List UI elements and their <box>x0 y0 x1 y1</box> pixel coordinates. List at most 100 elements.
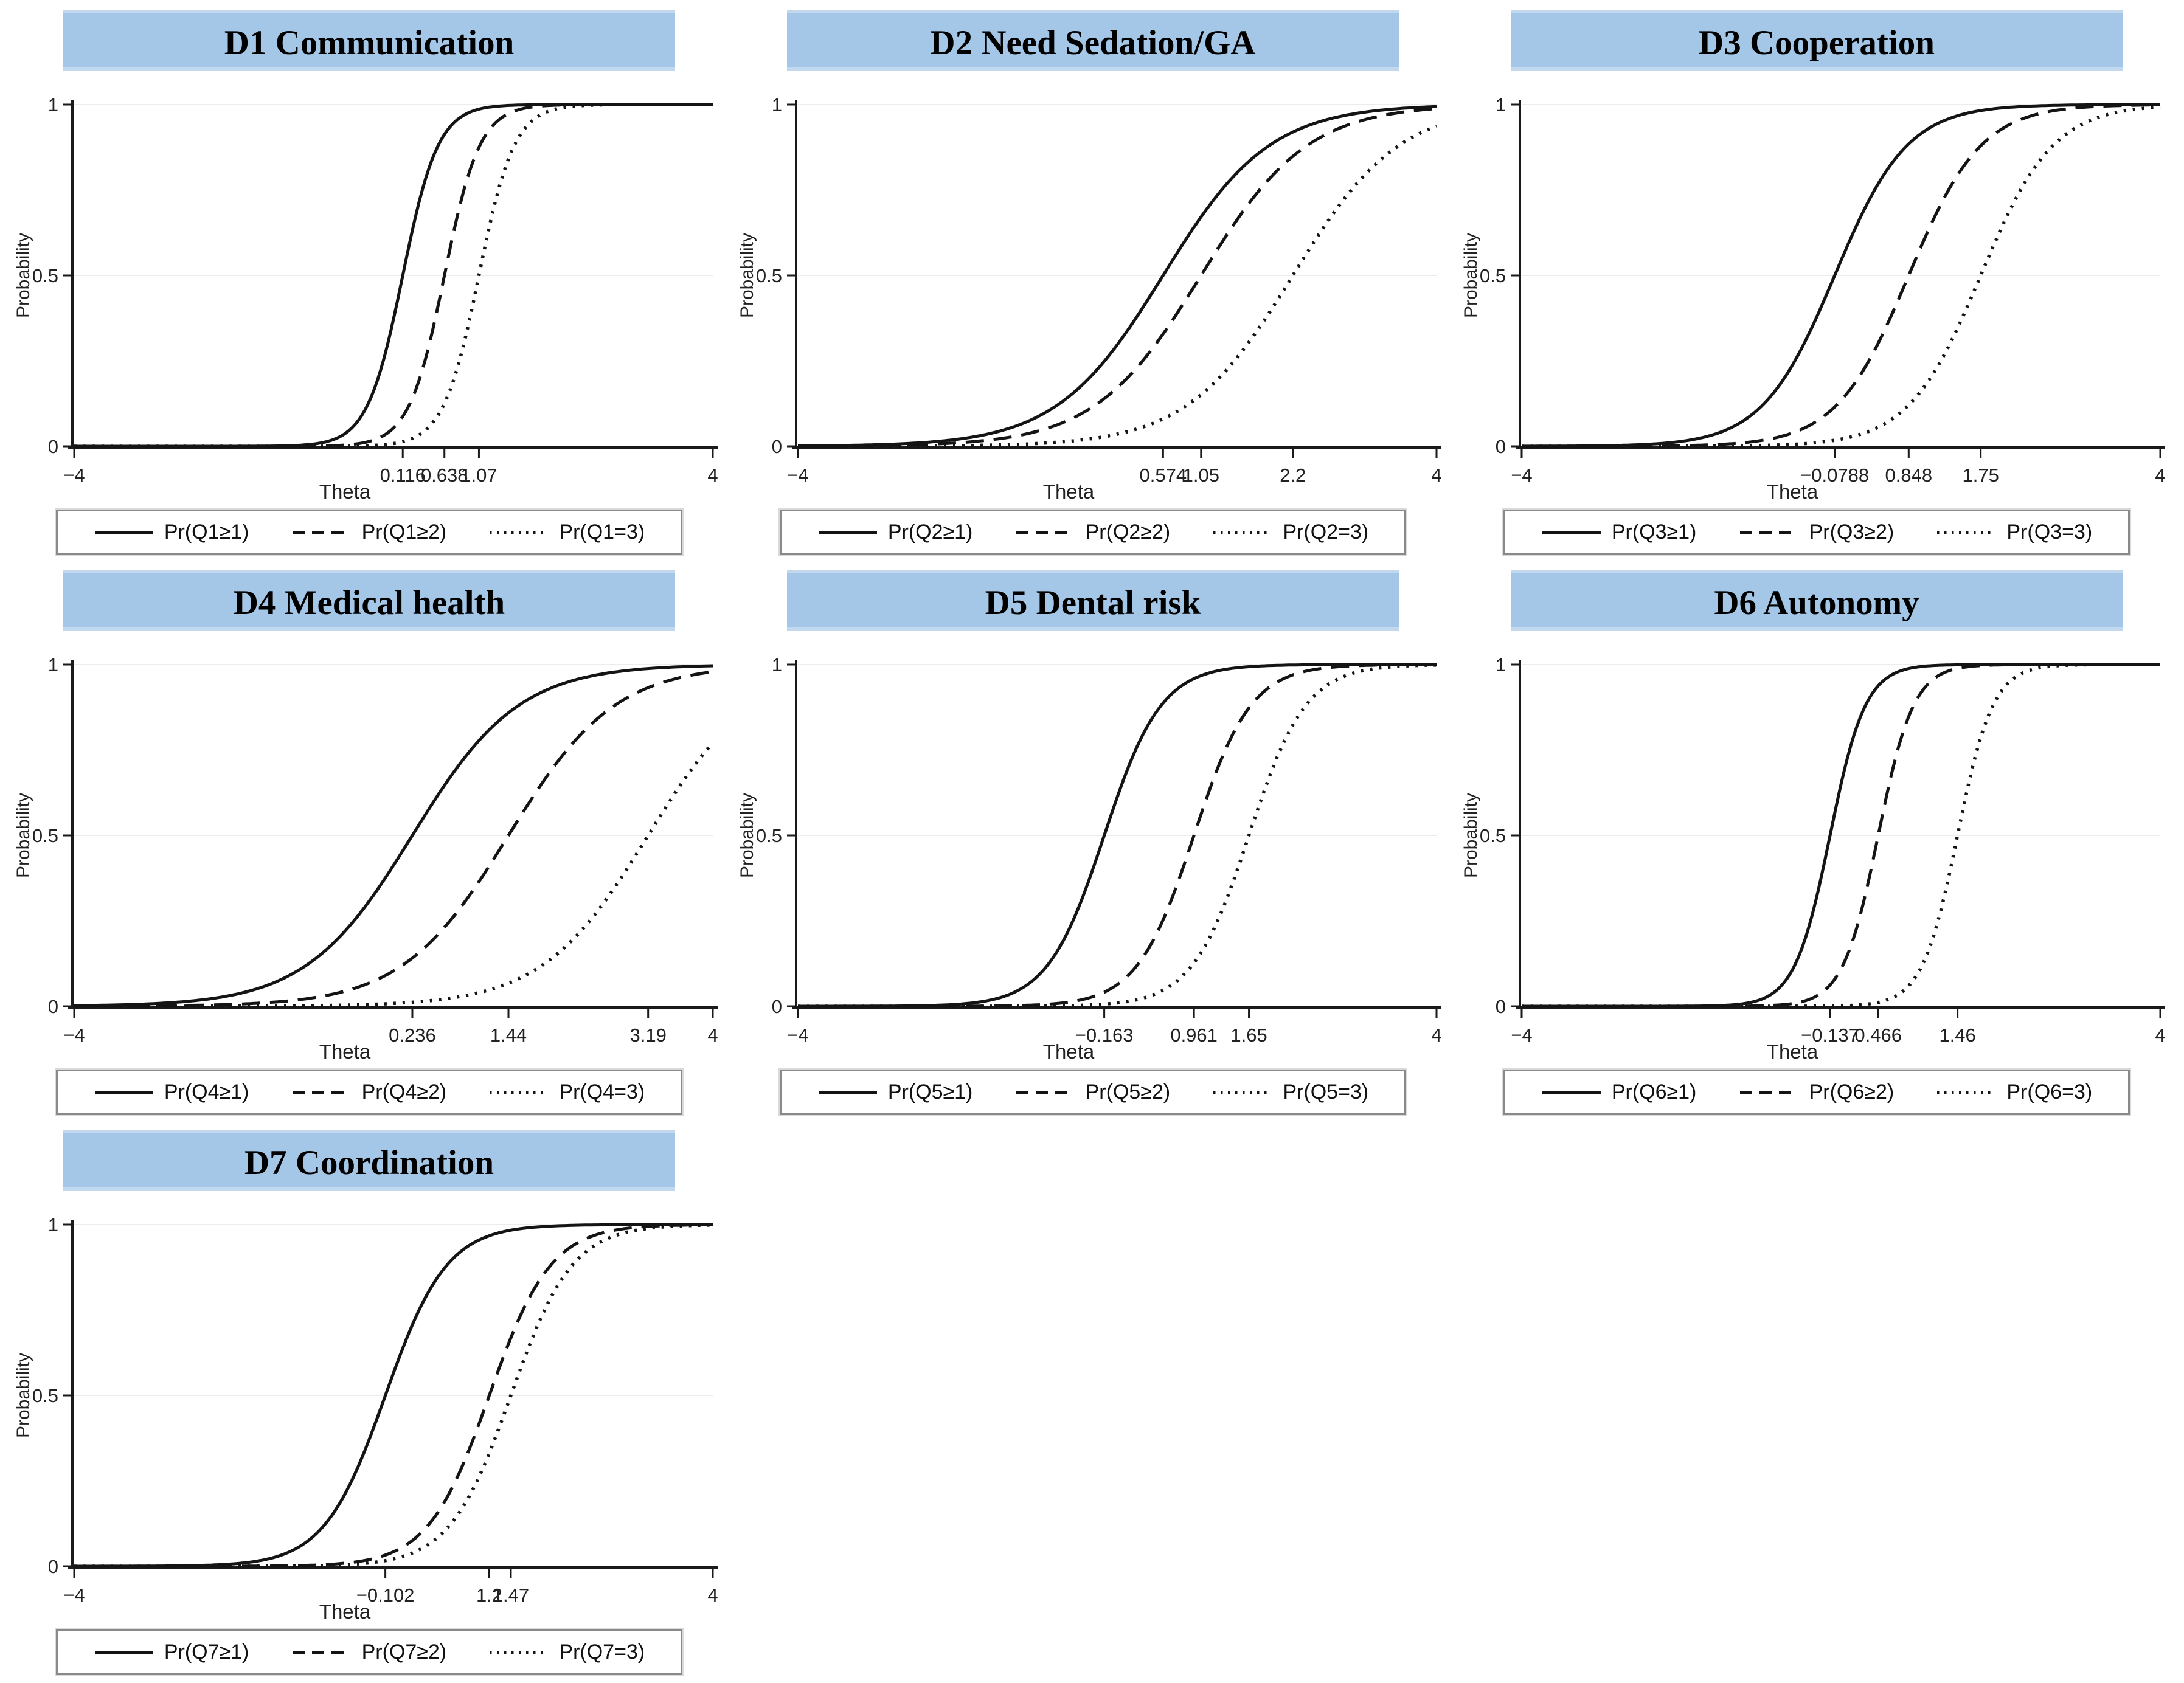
legend-label: Pr(Q6≥1) <box>1611 1080 1697 1104</box>
y-tick-label: 0.5 <box>1480 265 1506 286</box>
x-tick-label: 0.638 <box>421 465 468 486</box>
legend-line-sample-solid <box>818 1090 877 1094</box>
chart-panel-D2: D2 Need Sedation/GA 0 0.5 1 Probability −4 0.… <box>737 10 1449 555</box>
y-tick-label: 0.5 <box>32 825 58 846</box>
x-tick-label: 4 <box>707 465 718 486</box>
y-tick-label: 0.5 <box>32 265 58 286</box>
y-axis-label: Probability <box>737 793 757 878</box>
chart-panel-D3: D3 Cooperation 0 0.5 1 Probability −4 −0.0788… <box>1461 10 2172 555</box>
y-tick-label: 0.5 <box>32 1385 58 1406</box>
curve-dashed <box>1522 663 2160 1008</box>
legend-item-solid: Pr(Q6≥1) <box>1541 1080 1697 1104</box>
y-tick-label: 0 <box>48 436 58 457</box>
x-tick-label: 0.116 <box>380 465 426 486</box>
x-tick-label: 1.75 <box>1963 465 1999 486</box>
legend-label: Pr(Q3=3) <box>2006 520 2093 544</box>
legend-line-sample-solid <box>94 1090 153 1094</box>
x-tick-label: 0.848 <box>1885 465 1933 486</box>
plot-legend: Pr(Q6≥1) Pr(Q6≥2) Pr(Q6=3) <box>1503 1070 2130 1115</box>
y-tick-label: 1 <box>48 1214 58 1235</box>
x-tick-label: 4 <box>707 1025 718 1046</box>
x-tick-label: −0.102 <box>356 1585 415 1606</box>
curve-dashed <box>74 670 713 1008</box>
legend-label: Pr(Q2=3) <box>1283 520 1369 544</box>
panel-title-D7: D7 Coordination <box>63 1130 676 1191</box>
legend-item-dotted: Pr(Q4=3) <box>488 1080 645 1104</box>
curve-dotted <box>798 124 1437 448</box>
chart-panel-D4: D4 Medical health 0 0.5 1 Probability −4 0.23… <box>13 570 725 1115</box>
legend-item-dotted: Pr(Q3=3) <box>1936 520 2092 544</box>
plot-area: 0 0.5 1 Probability −4 −0.102 1.21.47 4 Theta <box>13 1214 718 1622</box>
curve-dashed <box>74 103 713 448</box>
legend-label: Pr(Q7≥2) <box>361 1640 447 1664</box>
y-axis-label: Probability <box>13 1353 33 1438</box>
curve-solid <box>798 663 1437 1008</box>
panel-title-D4: D4 Medical health <box>63 570 676 631</box>
x-tick-label: −0.137 <box>1801 1025 1859 1046</box>
x-tick-label: −4 <box>63 1025 85 1046</box>
curve-dotted <box>798 663 1437 1008</box>
legend-item-dashed: Pr(Q5≥2) <box>1015 1080 1171 1104</box>
x-axis-label: Theta <box>319 1600 371 1622</box>
curve-dashed <box>74 1223 713 1568</box>
panel-title-D3: D3 Cooperation <box>1510 10 2123 71</box>
legend-label: Pr(Q5≥2) <box>1085 1080 1171 1104</box>
legend-label: Pr(Q2≥2) <box>1085 520 1171 544</box>
y-tick-label: 0.5 <box>756 265 782 286</box>
legend-label: Pr(Q7=3) <box>559 1640 645 1664</box>
chart-panel-D1: D1 Communication 0 0.5 1 Probability −4 0.116… <box>13 10 725 555</box>
y-tick-label: 1 <box>48 654 58 676</box>
x-tick-label: 0.961 <box>1170 1025 1218 1046</box>
legend-label: Pr(Q5≥1) <box>887 1080 973 1104</box>
x-axis-label: Theta <box>1043 1040 1095 1062</box>
legend-label: Pr(Q6=3) <box>2006 1080 2093 1104</box>
y-tick-label: 0 <box>772 436 782 457</box>
plot-area: 0 0.5 1 Probability −4 0.236 1.44 3.19 4 Theta <box>13 654 718 1062</box>
legend-item-dashed: Pr(Q6≥2) <box>1739 1080 1894 1104</box>
x-tick-label: −4 <box>787 465 808 486</box>
legend-line-sample-dotted <box>1937 1090 1996 1094</box>
legend-label: Pr(Q5=3) <box>1283 1080 1369 1104</box>
y-axis-label: Probability <box>13 793 33 878</box>
x-tick-label: 1.07 <box>460 465 497 486</box>
x-tick-label: 0.574 <box>1140 465 1187 486</box>
legend-label: Pr(Q1≥2) <box>361 520 447 544</box>
curve-solid <box>74 1223 713 1568</box>
legend-item-dashed: Pr(Q2≥2) <box>1015 520 1171 544</box>
curve-dotted <box>74 103 713 448</box>
plot-area: 0 0.5 1 Probability −4 −0.163 0.961 1.65 4 Theta <box>737 654 1442 1062</box>
legend-item-solid: Pr(Q5≥1) <box>817 1080 973 1104</box>
legend-item-dotted: Pr(Q1=3) <box>488 520 645 544</box>
legend-item-dashed: Pr(Q3≥2) <box>1739 520 1894 544</box>
panel-title-D6: D6 Autonomy <box>1510 570 2123 631</box>
y-tick-label: 0 <box>48 1556 58 1577</box>
x-tick-label: −4 <box>63 465 85 486</box>
x-tick-label: −0.163 <box>1075 1025 1134 1046</box>
x-tick-label: 4 <box>1431 1025 1441 1046</box>
legend-line-sample-dotted <box>490 1090 549 1094</box>
plot-legend: Pr(Q7≥1) Pr(Q7≥2) Pr(Q7=3) <box>56 1629 682 1675</box>
y-tick-label: 1 <box>1496 654 1506 676</box>
x-tick-label: 1.46 <box>1939 1025 1975 1046</box>
legend-label: Pr(Q4=3) <box>559 1080 645 1104</box>
legend-line-sample-solid <box>1542 530 1601 534</box>
curve-solid <box>74 664 713 1007</box>
legend-line-sample-dotted <box>490 530 549 534</box>
y-tick-label: 0 <box>48 996 58 1017</box>
legend-label: Pr(Q1≥1) <box>164 520 249 544</box>
x-tick-label: 1.47 <box>493 1585 529 1606</box>
legend-line-sample-dotted <box>1213 1090 1272 1094</box>
x-tick-label: −4 <box>787 1025 808 1046</box>
plot-legend: Pr(Q4≥1) Pr(Q4≥2) Pr(Q4=3) <box>56 1070 682 1115</box>
legend-line-sample-solid <box>818 530 877 534</box>
plot-legend: Pr(Q1≥1) Pr(Q1≥2) Pr(Q1=3) <box>56 510 682 555</box>
curve-solid <box>798 105 1437 448</box>
y-tick-label: 1 <box>772 654 782 676</box>
x-tick-label: −4 <box>1511 465 1532 486</box>
x-tick-label: −4 <box>63 1585 85 1606</box>
legend-line-sample-dotted <box>1213 530 1272 534</box>
legend-line-sample-dashed <box>1739 530 1798 534</box>
legend-item-dotted: Pr(Q5=3) <box>1212 1080 1368 1104</box>
